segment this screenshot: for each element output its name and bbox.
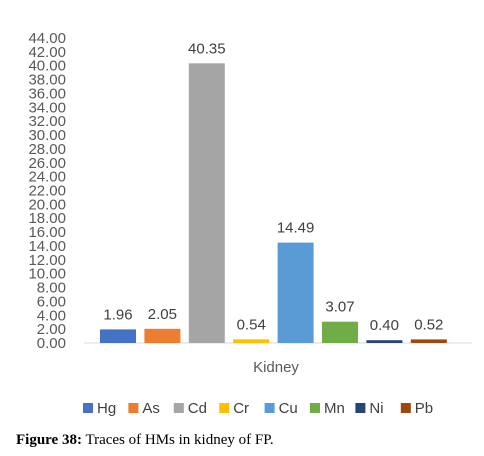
bar-as [144,328,181,343]
legend-label-cr: Cr [233,400,249,417]
y-tick-label: 34.00 [28,99,66,116]
legend-label-cd: Cd [188,400,207,417]
y-tick-label: 0.00 [37,335,66,352]
data-label-cd: 40.35 [188,40,226,57]
figure-caption-label: Figure 38: [16,432,82,448]
legend-label-mn: Mn [324,400,345,417]
y-tick-label: 22.00 [28,183,66,200]
legend: Hg As Cd Cr Cu Mn Ni Pb [83,400,433,417]
legend-label-as: As [142,400,160,417]
data-label-cu: 14.49 [277,220,315,237]
legend-swatch-cr [219,403,230,413]
bar-ni [366,340,403,343]
figure-caption: Figure 38: Traces of HMs in kidney of FP… [16,432,274,449]
y-tick-label: 30.00 [28,127,66,144]
y-tick-label: 28.00 [28,141,66,158]
y-tick-label: 2.00 [37,321,66,338]
data-label-as: 2.05 [148,306,177,323]
bar-pb [410,339,447,343]
y-tick-label: 4.00 [37,307,66,324]
y-tick-label: 18.00 [28,210,66,227]
data-labels: 1.96 2.05 40.35 0.54 14.49 3.07 0.40 0.52 [103,40,443,334]
y-tick-label: 16.00 [28,224,66,241]
y-tick-label: 44.00 [28,30,66,47]
legend-swatch-hg [83,403,93,413]
y-tick-label: 6.00 [37,293,66,310]
legend-swatch-cu [264,403,275,413]
y-tick-label: 36.00 [28,85,66,102]
legend-swatch-as [128,403,139,413]
y-tick-label: 8.00 [37,280,66,297]
legend-swatch-mn [310,403,320,413]
bar-cr [233,339,270,343]
y-tick-label: 14.00 [28,238,66,255]
data-label-cr: 0.54 [237,316,266,333]
data-label-pb: 0.52 [414,316,443,333]
data-label-ni: 0.40 [370,317,399,334]
data-label-hg: 1.96 [103,306,132,323]
legend-swatch-ni [355,403,366,413]
y-tick-label: 26.00 [28,155,66,172]
legend-label-pb: Pb [415,400,433,417]
y-tick-label: 32.00 [28,113,66,130]
y-tick-label: 24.00 [28,169,66,186]
legend-label-ni: Ni [369,400,383,417]
y-tick-label: 42.00 [28,44,66,61]
y-tick-label: 38.00 [28,72,66,89]
bar-hg [100,329,136,343]
y-tick-label: 10.00 [28,266,66,283]
data-label-mn: 3.07 [325,299,354,316]
legend-label-cu: Cu [279,400,298,417]
legend-swatch-cd [173,403,184,413]
bar-cu [277,242,314,343]
bar-mn [322,321,358,343]
x-category-label: Kidney [253,359,299,376]
y-tick-label: 12.00 [28,252,66,269]
figure-caption-text: Traces of HMs in kidney of FP. [81,432,274,448]
y-axis-ticks: 0.002.004.006.008.0010.0012.0014.0016.00… [28,30,66,352]
y-tick-label: 40.00 [28,58,66,75]
bar-cd [188,63,225,344]
legend-swatch-pb [400,403,411,413]
bars [100,63,447,344]
y-tick-label: 20.00 [28,196,66,213]
legend-label-hg: Hg [97,400,116,417]
